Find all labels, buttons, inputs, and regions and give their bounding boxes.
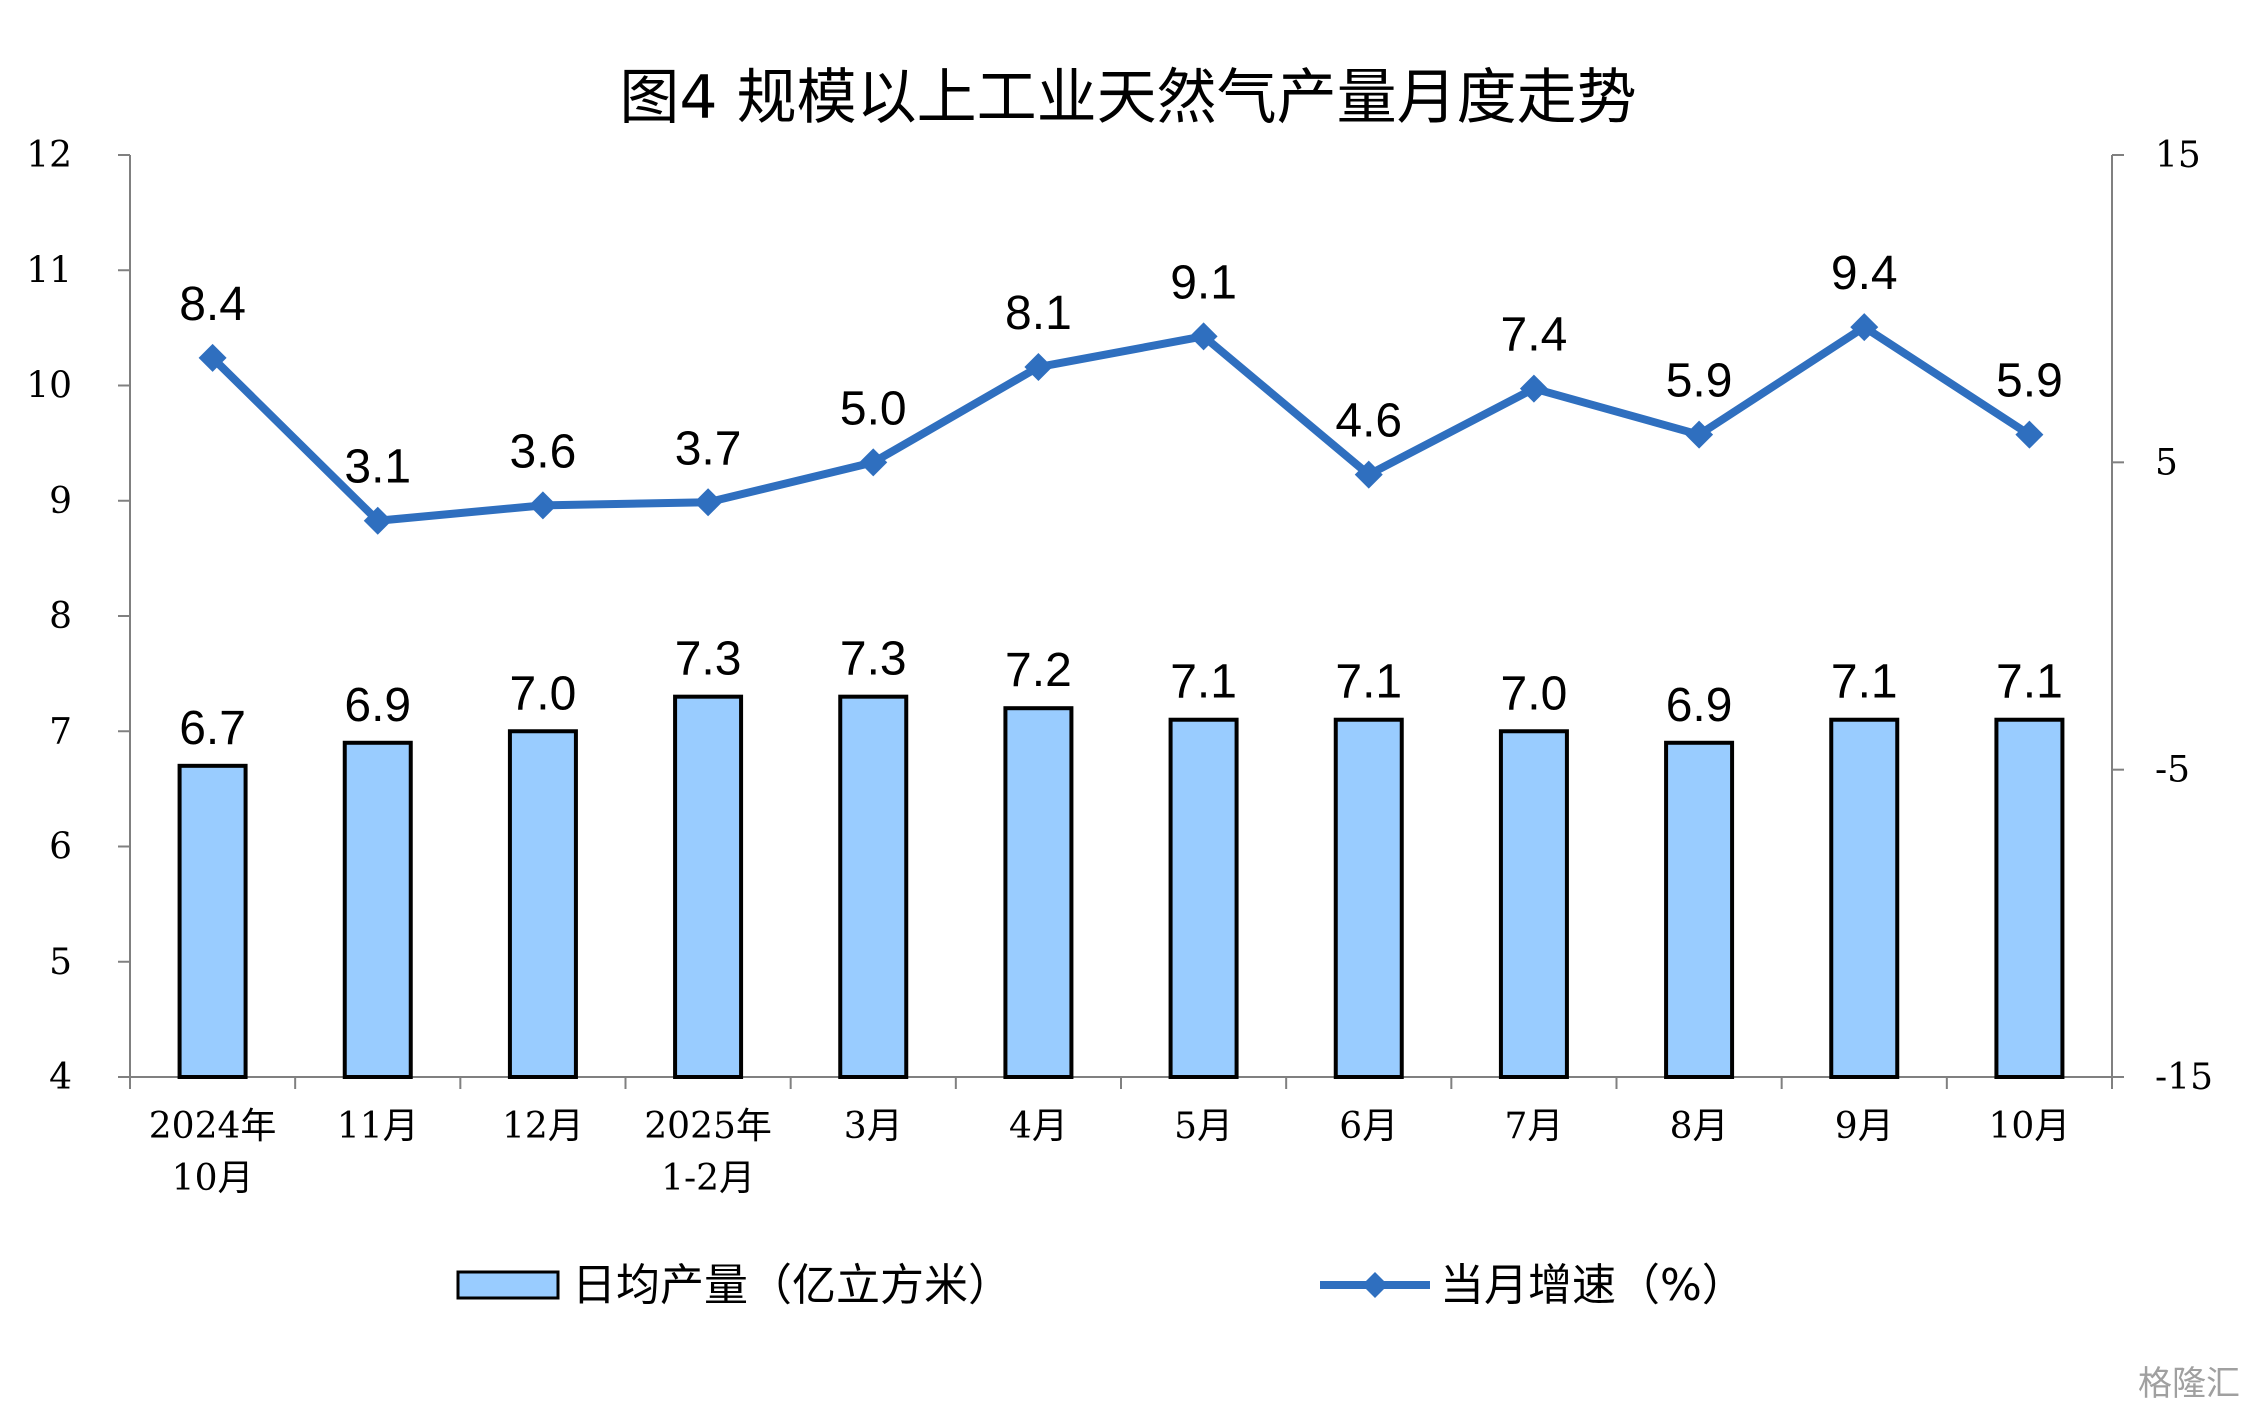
line-data-label: 9.1	[1170, 256, 1237, 309]
line-point	[1519, 374, 1548, 403]
bar	[1168, 717, 1239, 1079]
bar	[177, 763, 248, 1079]
bar-data-label: 6.9	[344, 679, 411, 732]
watermark: 格隆汇	[2138, 1364, 2240, 1404]
bar	[1333, 717, 1404, 1079]
line-point	[198, 343, 227, 372]
y-left-tick-label: 5	[49, 942, 72, 983]
line-series	[198, 313, 2044, 535]
line-point	[1354, 460, 1383, 489]
bar-data-label: 7.1	[1996, 656, 2063, 709]
legend-bar-swatch	[456, 1270, 560, 1300]
x-tick-label: 2025年	[644, 1106, 772, 1147]
line-point	[2015, 420, 2044, 449]
y-left-tick-label: 4	[49, 1057, 72, 1098]
line-point	[1189, 322, 1218, 351]
x-tick-label: 1-2月	[661, 1158, 755, 1199]
y-left-tick-label: 6	[49, 827, 72, 868]
line-data-labels: 8.4 3.1 3.6 3.7 5.0 8.1 9.1 4.6 7.4 5.9 9.4 5.9	[179, 247, 2063, 494]
bar	[507, 729, 578, 1079]
y-right-tick-label: -5	[2155, 750, 2190, 791]
bar-data-label: 6.7	[179, 702, 246, 755]
growth-line	[209, 323, 2032, 525]
line-data-label: 9.4	[1831, 247, 1898, 300]
legend: 日均产量（亿立方米） 当月增速（%）	[456, 1260, 1746, 1311]
bar-data-label: 7.0	[510, 667, 577, 720]
legend-bar-label: 日均产量（亿立方米）	[572, 1260, 1012, 1311]
bar-data-label: 7.1	[1831, 656, 1898, 709]
bar	[838, 694, 909, 1079]
x-tick-label: 5月	[1174, 1106, 1233, 1147]
y-left-tick-label: 11	[26, 250, 72, 291]
line-data-label: 4.6	[1335, 395, 1402, 448]
x-tick-label: 12月	[502, 1106, 584, 1147]
bar	[1994, 717, 2065, 1079]
line-point	[859, 448, 888, 477]
bar-data-label: 7.1	[1335, 656, 1402, 709]
bar	[1664, 740, 1735, 1080]
bar	[1003, 706, 1074, 1079]
bar	[1498, 729, 1569, 1079]
axes: 4 5 6 7 8 9 10 11 12 -15 -5 5 15	[26, 135, 2213, 1098]
bar-series	[177, 694, 2065, 1080]
line-point	[694, 488, 723, 517]
category-labels: 2024年 10月 11月 12月 2025年 1-2月 3月 4月 5月 6月 7月 8月 9月 10月	[149, 1106, 2071, 1199]
line-point	[363, 506, 392, 535]
bar	[673, 694, 744, 1079]
x-tick-label: 11月	[337, 1106, 419, 1147]
bar-data-label: 7.1	[1170, 656, 1237, 709]
x-tick-label: 2024年	[149, 1106, 277, 1147]
x-tick-label: 8月	[1670, 1106, 1729, 1147]
line-data-label: 3.1	[344, 441, 411, 494]
x-tick-label: 3月	[844, 1106, 903, 1147]
line-point	[528, 491, 557, 520]
y-right-tick-label: -15	[2155, 1057, 2213, 1098]
line-point	[1685, 420, 1714, 449]
x-tick-label: 4月	[1009, 1106, 1068, 1147]
x-tick-label: 9月	[1835, 1106, 1894, 1147]
line-data-label: 3.7	[675, 422, 742, 475]
y-left-tick-label: 9	[49, 481, 72, 522]
line-point	[1024, 353, 1053, 382]
bar	[1829, 717, 1900, 1079]
x-tick-label: 10月	[1989, 1106, 2071, 1147]
line-data-label: 5.0	[840, 382, 907, 435]
x-tick-label: 6月	[1339, 1106, 1398, 1147]
line-data-label: 8.4	[179, 278, 246, 331]
legend-line-marker	[1362, 1272, 1388, 1298]
y-left-tick-label: 10	[26, 366, 72, 407]
y-right-tick-label: 15	[2155, 135, 2201, 176]
bar-data-label: 7.0	[1501, 667, 1568, 720]
bar-data-label: 7.2	[1005, 644, 1072, 697]
line-data-label: 5.9	[1996, 355, 2063, 408]
chart-title: 图4 规模以上工业天然气产量月度走势	[619, 63, 1636, 133]
x-tick-label: 10月	[172, 1158, 254, 1199]
y-left-tick-label: 7	[49, 711, 72, 752]
line-data-label: 3.6	[510, 425, 577, 478]
bar	[342, 740, 413, 1080]
bar-data-label: 7.3	[840, 633, 907, 686]
bar-data-label: 6.9	[1666, 679, 1733, 732]
legend-line-label: 当月增速（%）	[1440, 1260, 1746, 1311]
line-point	[1850, 313, 1879, 342]
line-data-label: 5.9	[1666, 355, 1733, 408]
line-data-label: 8.1	[1005, 287, 1072, 340]
y-right-tick-label: 5	[2155, 442, 2178, 483]
bar-data-label: 7.3	[675, 633, 742, 686]
y-left-tick-label: 12	[26, 135, 72, 176]
x-tick-label: 7月	[1504, 1106, 1563, 1147]
bar-data-labels: 6.7 6.9 7.0 7.3 7.3 7.2 7.1 7.1 7.0 6.9 7.1 7.1	[179, 633, 2063, 755]
y-left-tick-label: 8	[49, 596, 72, 637]
line-data-label: 7.4	[1501, 309, 1568, 362]
